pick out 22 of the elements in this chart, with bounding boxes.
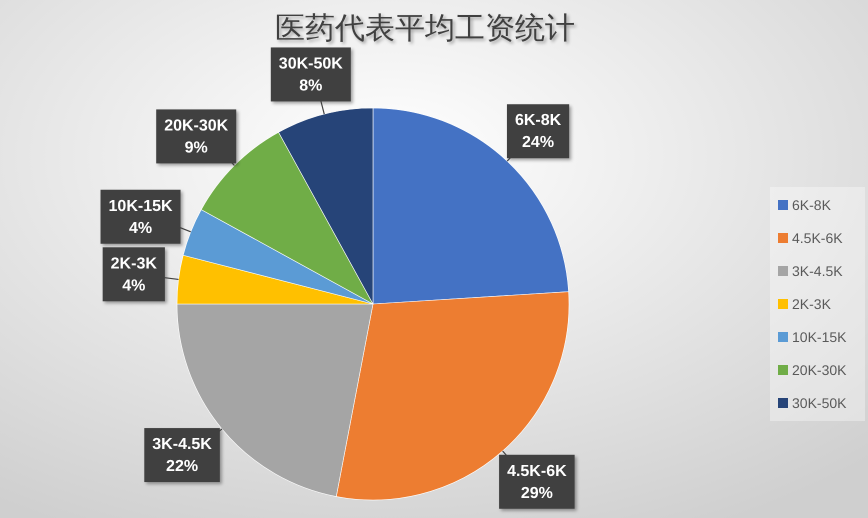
slice-label: 20K-30K [164,117,229,134]
data-label: 24% [522,134,554,152]
data-label: 8% [299,77,322,94]
legend-label: 6K-8K [792,197,832,213]
legend-label: 10K-15K [792,329,848,345]
legend-label: 30K-50K [792,395,848,411]
slice-label: 6K-8K [514,112,562,130]
data-label: 29% [520,484,553,502]
title: 医药代表平均工资统计 [275,12,575,45]
slice-label: 30K-50K [278,55,344,72]
legend-label: 2K-3K [792,296,832,312]
legend-label: 3K-4.5K [792,263,844,279]
category-label: 4.5K-6K [792,230,843,246]
slice-label: 4.5K-6K [507,462,568,480]
legend-label: 20K-30K [792,362,848,378]
slice-label: 10K-15K [108,198,173,215]
data-label: 4% [128,220,152,237]
data-label: 22% [166,458,198,476]
slice-label: 2K-3K [110,255,158,272]
slice-label: 3K-4.5K [152,436,212,454]
data-label: 4% [122,277,146,294]
data-label: 9% [184,139,208,156]
